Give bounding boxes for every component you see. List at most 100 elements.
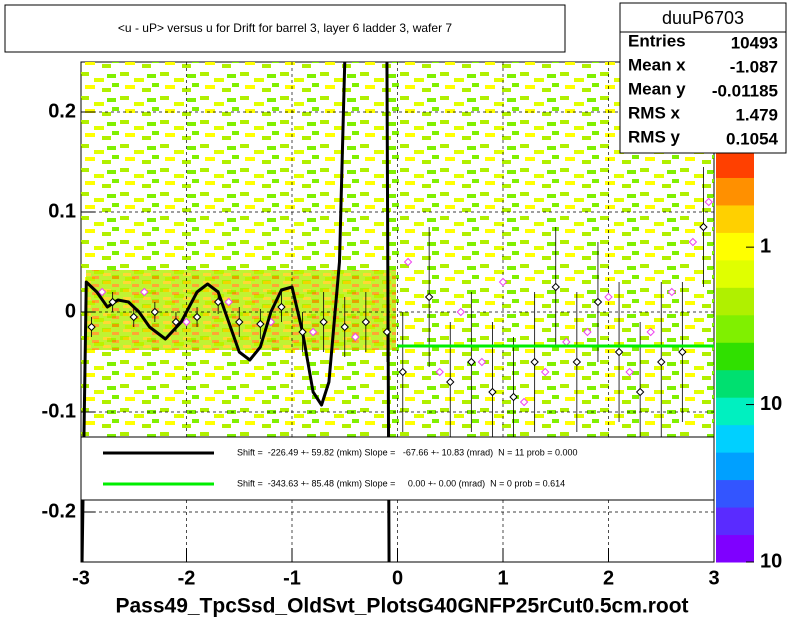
profile-point — [361, 317, 371, 327]
profile-point — [593, 297, 603, 307]
profile-point — [488, 387, 497, 397]
profile-point — [129, 312, 138, 322]
profile-point-alt — [704, 197, 713, 207]
stats-label: RMS y — [628, 127, 681, 146]
legend — [80, 436, 715, 501]
stats-value: 1.479 — [735, 105, 778, 124]
profile-point-alt — [604, 292, 613, 302]
profile-point — [192, 312, 202, 322]
y-tick-label: 0 — [65, 300, 76, 322]
x-tick-label: 1 — [497, 567, 508, 589]
profile-point — [678, 347, 687, 357]
z-tick-label: 10 — [760, 550, 782, 572]
profile-point — [256, 319, 265, 329]
histogram-core — [86, 270, 396, 350]
z-tick-label: 10 — [760, 393, 782, 415]
x-tick-label: 0 — [392, 567, 403, 589]
profile-point — [382, 327, 392, 337]
palette-cell — [716, 287, 754, 316]
x-tick-label: -1 — [283, 567, 301, 589]
profile-point-alt — [540, 367, 550, 377]
profile-point-alt — [477, 357, 487, 367]
stats-box: duuP6703 Entries 10493 Mean x -1.087 Mean y -… — [619, 2, 787, 154]
profile-point — [614, 347, 624, 357]
profile-point — [277, 302, 286, 312]
x-tick-label: -3 — [72, 567, 90, 589]
x-tick-label: 2 — [603, 567, 614, 589]
profile-point-alt — [456, 307, 466, 317]
profile-point — [699, 222, 708, 232]
profile-point — [150, 307, 160, 317]
profile-point-alt — [224, 297, 233, 307]
palette-cell — [716, 397, 754, 426]
stats-frame — [619, 2, 787, 154]
y-tick-label: 0.1 — [48, 200, 76, 222]
profile-point — [530, 357, 539, 367]
profile-point-alt — [688, 237, 698, 247]
profile-point — [446, 377, 455, 387]
profile-point-alt — [435, 367, 444, 377]
plot-area — [81, 62, 714, 562]
profile-point-alt — [308, 327, 318, 337]
profile-point — [467, 357, 476, 367]
z-tick-label: 1 — [760, 235, 771, 257]
x-tick-label: 3 — [708, 567, 719, 589]
profile-point — [213, 297, 223, 307]
profile-point-alt — [625, 367, 634, 377]
palette-cell — [716, 342, 754, 371]
stats-label: Entries — [628, 31, 686, 50]
profile-point — [87, 322, 96, 332]
profile-point — [298, 327, 307, 337]
x-axis-label: Pass49_TpcSsd_OldSvt_PlotsG40GNFP25rCut0… — [115, 595, 688, 618]
title-box — [4, 4, 566, 53]
stats-label: RMS x — [628, 103, 681, 122]
profile-point — [235, 317, 244, 327]
profile-point-alt — [498, 277, 508, 287]
palette-cell — [716, 452, 754, 481]
legend-label: Shift = -226.49 +- 59.82 (mkm) Slope = -… — [237, 447, 578, 457]
palette-cell — [716, 369, 754, 398]
profile-point — [424, 292, 434, 302]
profile-point — [572, 357, 582, 367]
stats-label: Mean y — [628, 79, 686, 98]
profile-point — [108, 297, 117, 307]
palette-cell — [716, 424, 754, 453]
profile-point-alt — [140, 287, 149, 297]
stats-value: 0.1054 — [726, 129, 779, 148]
profile-point-alt — [646, 327, 655, 337]
palette-cell — [716, 479, 754, 508]
palette-cell — [716, 507, 754, 536]
profile-point — [398, 367, 407, 377]
profile-point-alt — [583, 327, 592, 337]
palette-cell — [716, 232, 754, 261]
profile-point-alt — [667, 287, 677, 297]
profile-point-alt — [403, 257, 413, 267]
profile-point — [171, 317, 181, 327]
profile-point — [551, 282, 560, 292]
stats-value: 10493 — [731, 33, 778, 52]
palette-cell — [716, 259, 754, 288]
palette-cell — [716, 177, 754, 206]
stats-value: -1.087 — [730, 57, 778, 76]
y-tick-label: -0.1 — [42, 400, 76, 422]
stats-label: Mean x — [628, 55, 686, 74]
profile-point-alt — [182, 317, 191, 327]
palette-cell — [716, 204, 754, 233]
stats-title: duuP6703 — [662, 8, 744, 28]
profile-point-alt — [519, 397, 529, 407]
y-tick-label: -0.2 — [42, 500, 76, 522]
palette-cell — [716, 150, 754, 178]
stats-value: -0.01185 — [712, 81, 778, 100]
palette-cell — [716, 314, 754, 343]
profile-point-alt — [97, 287, 107, 297]
profile-point — [635, 387, 645, 397]
legend-label: Shift = -343.63 +- 85.48 (mkm) Slope = 0… — [237, 478, 565, 488]
profile-point — [509, 392, 518, 402]
profile-point-alt — [351, 332, 360, 342]
chart-title: <u - uP> versus u for Drift for barrel 3… — [118, 21, 452, 35]
profile-point — [340, 322, 349, 332]
profile-point — [657, 357, 666, 367]
profile-point — [319, 317, 328, 327]
